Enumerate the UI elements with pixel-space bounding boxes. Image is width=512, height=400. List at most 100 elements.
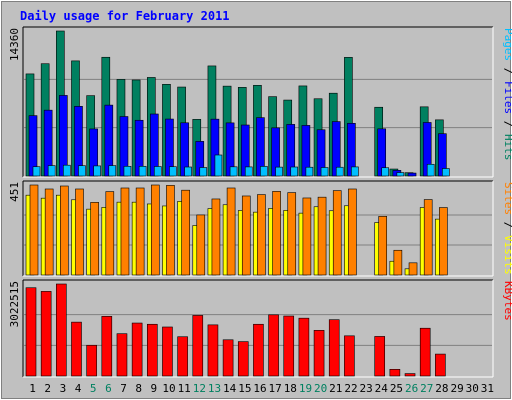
x-tick-label: 28 xyxy=(435,382,448,395)
bar-sites-day-20 xyxy=(317,196,327,276)
bar-sites-day-5 xyxy=(90,202,99,276)
x-tick-label: 19 xyxy=(299,382,312,395)
bar-kbytes-day-28 xyxy=(435,353,446,377)
bar-kbytes-day-5 xyxy=(86,344,97,377)
bar-kbytes-day-20 xyxy=(313,330,325,377)
x-tick-label: 10 xyxy=(162,382,175,395)
bar-pages-day-21 xyxy=(335,166,344,177)
bar-pages-day-22 xyxy=(351,166,359,177)
legend-entry: / xyxy=(502,215,512,235)
bar-pages-day-16 xyxy=(260,166,268,177)
bar-sites-day-14 xyxy=(226,187,236,276)
bar-kbytes-day-14 xyxy=(222,339,234,377)
legend-entry: Files xyxy=(502,81,512,114)
bar-pages-day-2 xyxy=(47,165,56,177)
panel-visits: 451 Sites / Visits xyxy=(8,180,512,277)
panel-max-label: 14360 xyxy=(8,28,21,61)
x-tick-label: 23 xyxy=(360,382,373,395)
x-tick-label: 7 xyxy=(120,382,127,395)
x-tick-label: 16 xyxy=(253,382,266,395)
bar-sites-day-3 xyxy=(60,185,69,276)
panel-hits: 14360 Pages / Files / Hits xyxy=(8,26,512,178)
bar-pages-day-6 xyxy=(108,165,117,177)
bar-kbytes-day-24 xyxy=(374,336,386,377)
x-tick-label: 9 xyxy=(151,382,158,395)
bar-sites-day-16 xyxy=(257,194,266,276)
bar-kbytes-day-12 xyxy=(192,315,204,377)
bar-sites-day-28 xyxy=(439,207,448,276)
x-tick-label: 20 xyxy=(314,382,327,395)
bar-pages-day-25 xyxy=(396,172,405,177)
bar-pages-day-12 xyxy=(199,167,208,177)
bar-pages-day-19 xyxy=(305,166,314,177)
x-tick-label: 11 xyxy=(178,382,191,395)
bar-kbytes-day-3 xyxy=(56,283,67,377)
bar-kbytes-day-22 xyxy=(344,335,355,377)
bar-pages-day-11 xyxy=(184,166,192,177)
x-tick-label: 4 xyxy=(75,382,82,395)
bar-pages-day-20 xyxy=(320,167,329,177)
x-tick-label: 30 xyxy=(466,382,479,395)
x-tick-label: 12 xyxy=(193,382,206,395)
bar-sites-day-17 xyxy=(272,191,281,276)
x-tick-label: 18 xyxy=(284,382,297,395)
x-tick-label: 5 xyxy=(90,382,97,395)
bar-sites-day-4 xyxy=(75,188,84,276)
bar-sites-day-13 xyxy=(211,198,221,276)
bar-kbytes-day-27 xyxy=(419,327,431,377)
bar-kbytes-day-25 xyxy=(389,369,401,377)
legend-entry: Hits xyxy=(502,134,512,161)
legend-entry: KBytes xyxy=(502,281,512,321)
bar-sites-day-9 xyxy=(150,184,160,276)
bar-kbytes-day-11 xyxy=(177,336,188,377)
bar-sites-day-22 xyxy=(348,188,357,276)
bar-pages-day-3 xyxy=(63,164,71,177)
bar-sites-day-24 xyxy=(378,216,388,276)
bar-sites-day-11 xyxy=(181,189,190,276)
panel-max-label: 3022515 xyxy=(8,281,21,327)
bar-sites-day-2 xyxy=(44,188,54,276)
x-tick-label: 17 xyxy=(269,382,282,395)
legend-entry: Sites xyxy=(502,182,512,215)
x-tick-label: 29 xyxy=(450,382,463,395)
x-axis: 1 2 3 4 5 6 7 8 9 10 11 12 13 14 15 16 17 18 19 20 21 22 23 24 2… xyxy=(29,382,494,395)
bar-kbytes-day-19 xyxy=(298,317,310,377)
x-tick-label: 2 xyxy=(44,382,51,395)
chart-title: Daily usage for February 2011 xyxy=(20,9,230,23)
legend-entry: / xyxy=(502,114,512,134)
bar-sites-day-26 xyxy=(408,262,418,276)
bar-sites-day-10 xyxy=(166,185,175,276)
bar-kbytes-day-4 xyxy=(71,321,82,377)
bar-kbytes-day-17 xyxy=(268,314,279,377)
bar-pages-day-7 xyxy=(123,166,132,177)
bar-sites-day-25 xyxy=(393,249,403,276)
panel-legend: Pages / Files / Hits xyxy=(502,28,512,161)
x-tick-label: 3 xyxy=(60,382,67,395)
bar-files-day-3 xyxy=(59,95,68,177)
bar-kbytes-day-8 xyxy=(131,322,143,377)
bar-pages-day-28 xyxy=(442,168,450,177)
bar-pages-day-15 xyxy=(244,166,253,177)
panel-kbytes: 3022515 KBytes xyxy=(8,279,512,378)
bar-kbytes-day-1 xyxy=(25,287,37,377)
bar-files-day-26 xyxy=(407,172,417,177)
bar-pages-day-13 xyxy=(214,154,223,177)
x-tick-label: 24 xyxy=(375,382,389,395)
bar-sites-day-21 xyxy=(332,190,342,276)
bar-kbytes-day-21 xyxy=(328,319,340,377)
bar-sites-day-27 xyxy=(423,199,433,276)
bar-sites-day-12 xyxy=(196,214,206,276)
bar-kbytes-day-15 xyxy=(237,341,249,377)
bar-kbytes-day-6 xyxy=(101,316,113,377)
bar-pages-day-14 xyxy=(229,166,238,177)
bar-sites-day-8 xyxy=(135,187,145,276)
x-tick-label: 13 xyxy=(208,382,221,395)
bar-kbytes-day-10 xyxy=(162,326,173,377)
bar-kbytes-day-26 xyxy=(404,373,416,377)
bar-pages-day-4 xyxy=(78,165,86,177)
x-tick-label: 21 xyxy=(329,382,342,395)
x-tick-label: 15 xyxy=(238,382,251,395)
legend-entry: Pages xyxy=(502,28,512,61)
x-tick-label: 25 xyxy=(390,382,403,395)
